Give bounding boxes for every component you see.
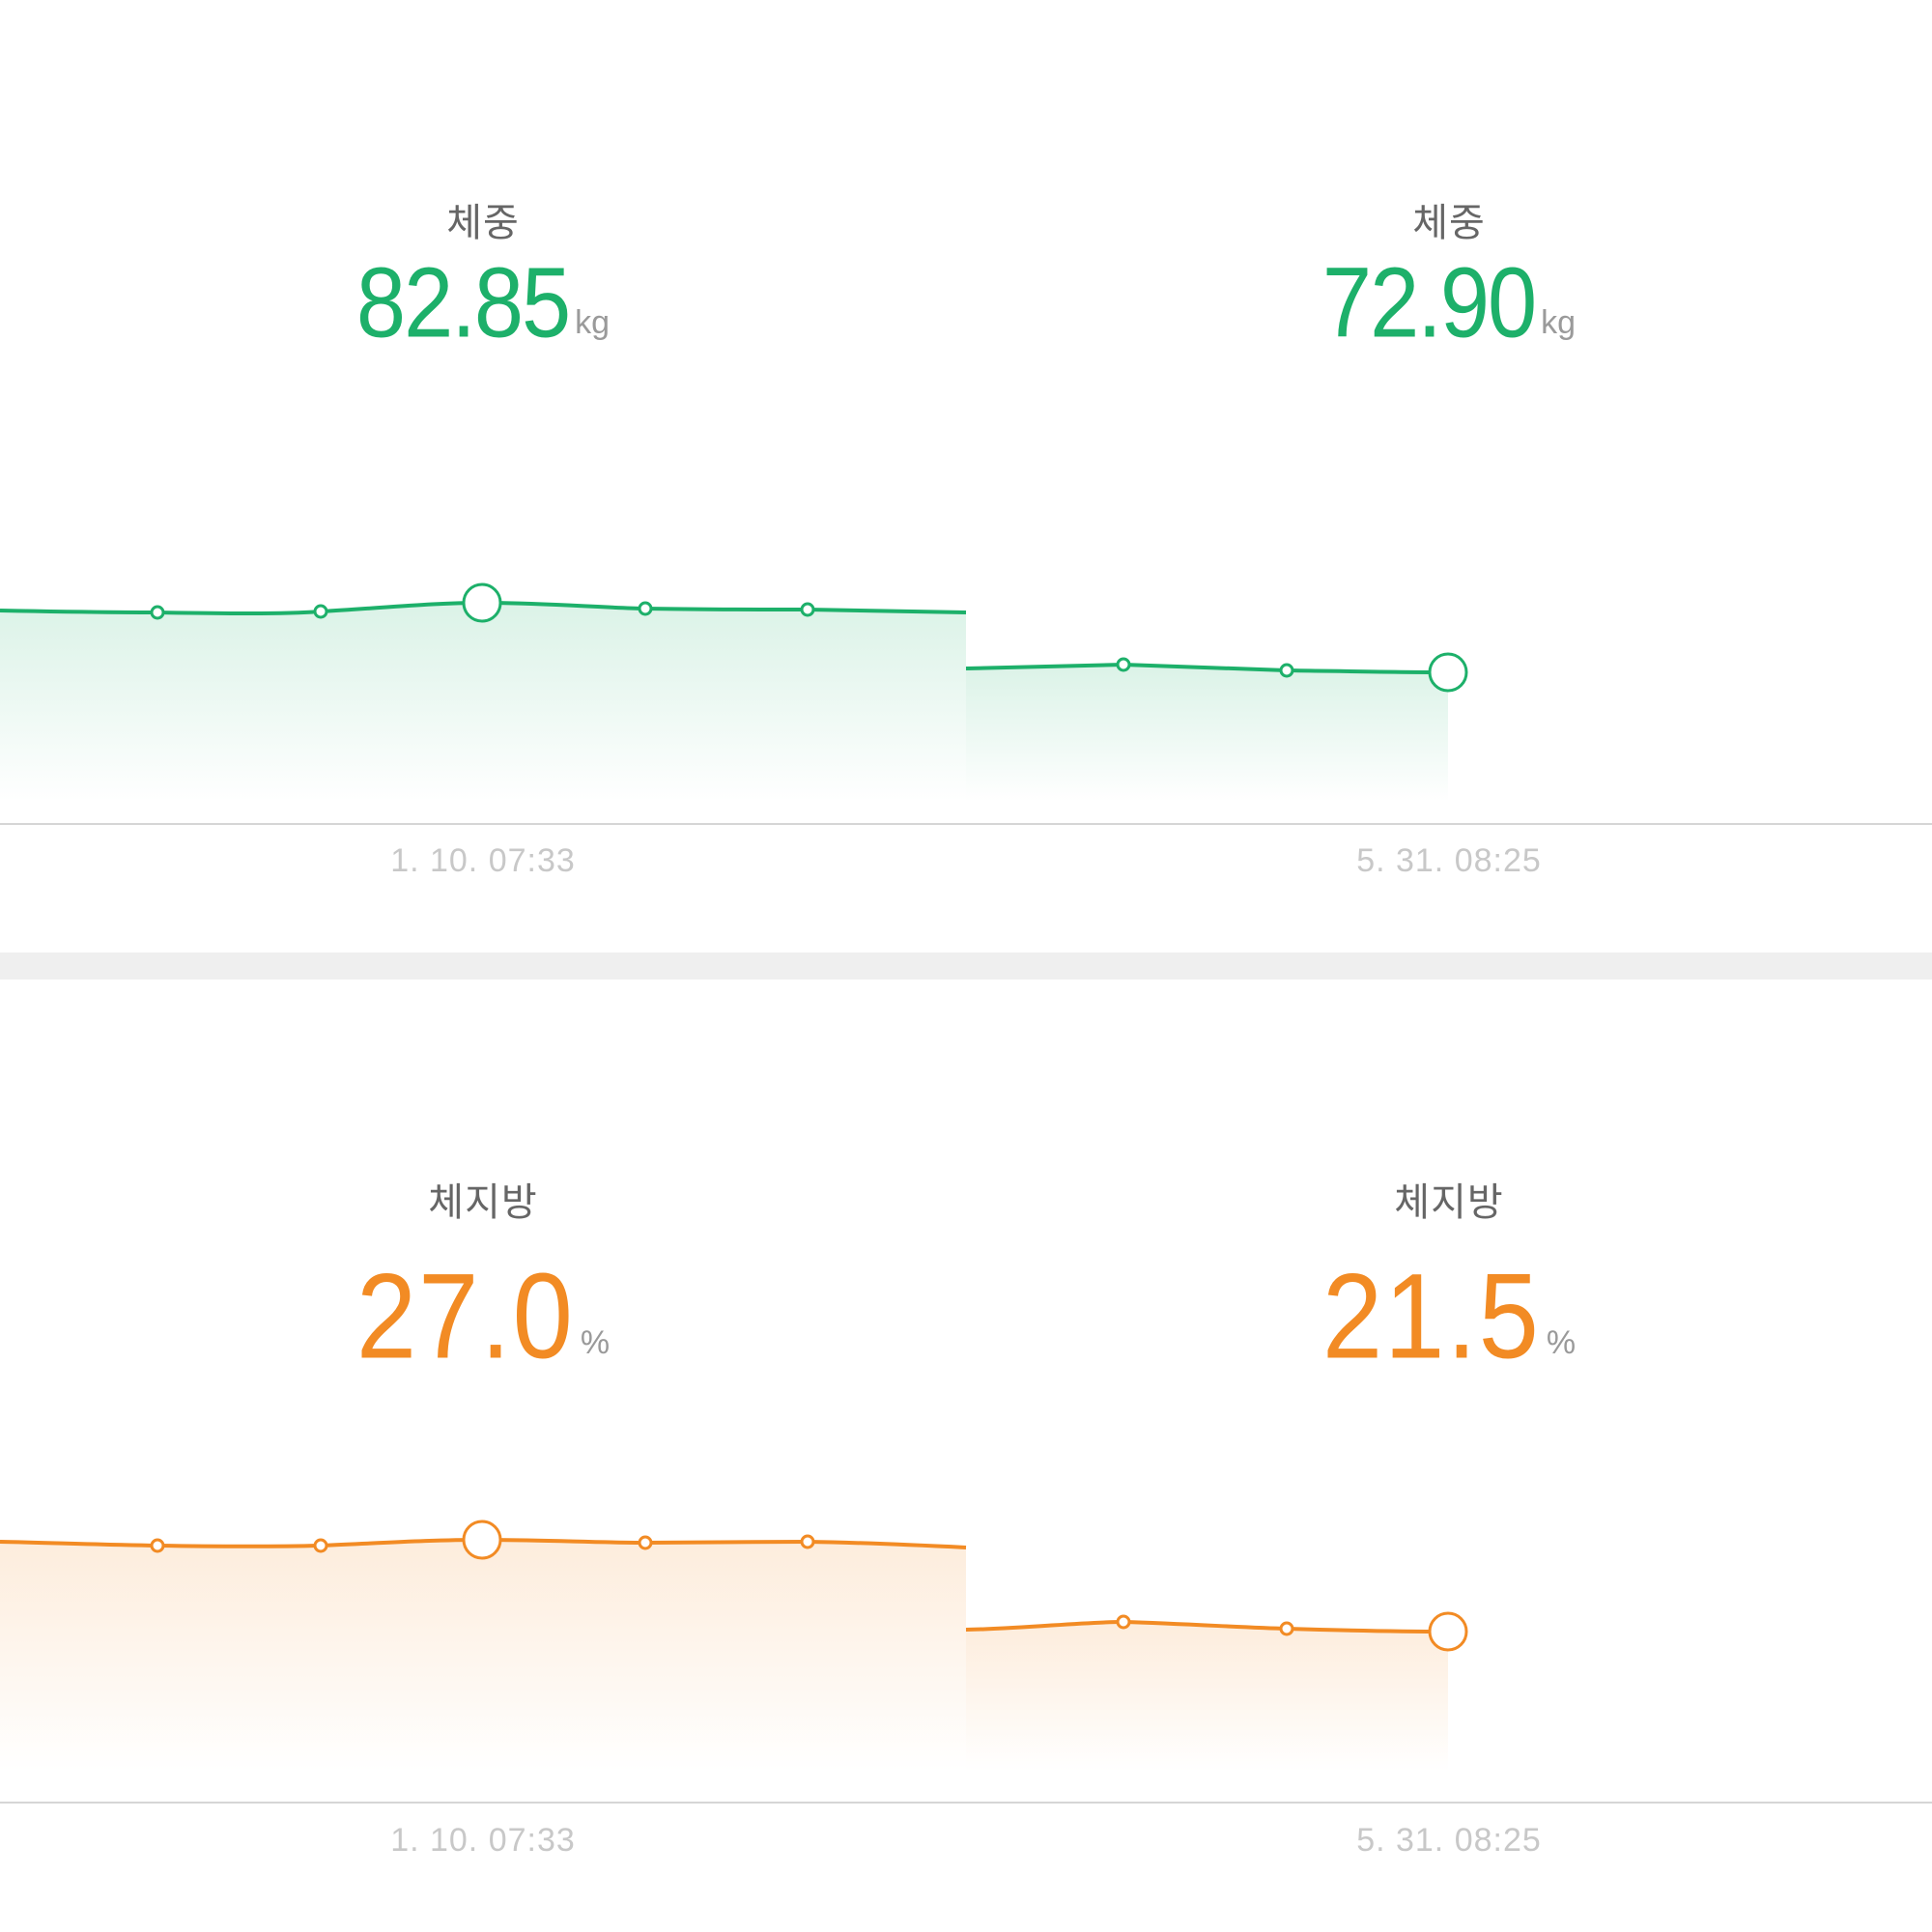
body-fat-point[interactable]: [313, 1538, 328, 1553]
weight-point[interactable]: [800, 602, 815, 617]
panel-separator: [0, 952, 1932, 980]
weight-unit: kg: [1541, 304, 1577, 341]
body-fat-date: 1. 10. 07:33: [390, 1822, 576, 1859]
weight-chart: [0, 582, 1932, 825]
body-fat-value-number: 21.5: [1321, 1248, 1541, 1384]
body-fat-value: 27.0%: [0, 1249, 966, 1384]
weight-panel: 체중 82.85 kg 1. 10. 07:33 체중 72.90 kg 5. 31…: [0, 0, 1932, 952]
weight-value-number: 82.85: [355, 247, 571, 359]
body-fat-point[interactable]: [1279, 1621, 1294, 1636]
body-fat-point-selected[interactable]: [462, 1520, 502, 1560]
body-fat-right-metric: 체지방 21.5% 5. 31. 08:25: [966, 980, 1932, 1932]
body-fat-chart: [0, 1520, 1932, 1804]
body-fat-left-area: [0, 1540, 966, 1772]
body-fat-point[interactable]: [800, 1534, 815, 1549]
body-fat-left-metric: 체지방 27.0% 1. 10. 07:33: [0, 980, 966, 1932]
body-fat-label: 체지방: [428, 1180, 538, 1225]
body-fat-unit: %: [580, 1324, 611, 1361]
weight-label: 체중: [1412, 201, 1486, 245]
weight-right-area: [966, 665, 1448, 802]
body-fat-point[interactable]: [1116, 1614, 1131, 1630]
weight-date: 1. 10. 07:33: [390, 842, 576, 879]
weight-label: 체중: [446, 201, 520, 245]
weight-date: 5. 31. 08:25: [1356, 842, 1542, 879]
weight-right-metric: 체중 72.90 kg 5. 31. 08:25: [966, 0, 1932, 952]
weight-point[interactable]: [1116, 657, 1131, 672]
weight-point-selected[interactable]: [462, 582, 502, 623]
weight-right-line: [965, 662, 1449, 674]
body-fat-right-area: [966, 1622, 1448, 1772]
weight-point-selected[interactable]: [1428, 652, 1468, 693]
body-fat-panel: 체지방 27.0% 1. 10. 07:33 체지방 21.5% 5. 31. …: [0, 980, 1932, 1932]
body-fat-unit: %: [1546, 1324, 1577, 1361]
weight-point[interactable]: [1279, 663, 1294, 678]
weight-value: 82.85 kg: [0, 248, 966, 358]
weight-value-number: 72.90: [1321, 247, 1537, 359]
weight-point[interactable]: [313, 604, 328, 619]
body-fat-label: 체지방: [1394, 1180, 1504, 1225]
body-fat-point[interactable]: [150, 1538, 165, 1553]
body-fat-date: 5. 31. 08:25: [1356, 1822, 1542, 1859]
weight-point[interactable]: [638, 601, 653, 616]
weight-left-area: [0, 603, 966, 802]
weight-value: 72.90 kg: [966, 248, 1932, 358]
body-fat-right-line: [965, 1619, 1449, 1634]
body-fat-value-number: 27.0: [355, 1248, 575, 1384]
body-fat-point-selected[interactable]: [1428, 1611, 1468, 1652]
body-fat-value: 21.5%: [966, 1249, 1932, 1384]
body-fat-point[interactable]: [638, 1535, 653, 1550]
weight-point[interactable]: [150, 605, 165, 620]
weight-left-metric: 체중 82.85 kg 1. 10. 07:33: [0, 0, 966, 952]
weight-unit: kg: [575, 304, 611, 341]
